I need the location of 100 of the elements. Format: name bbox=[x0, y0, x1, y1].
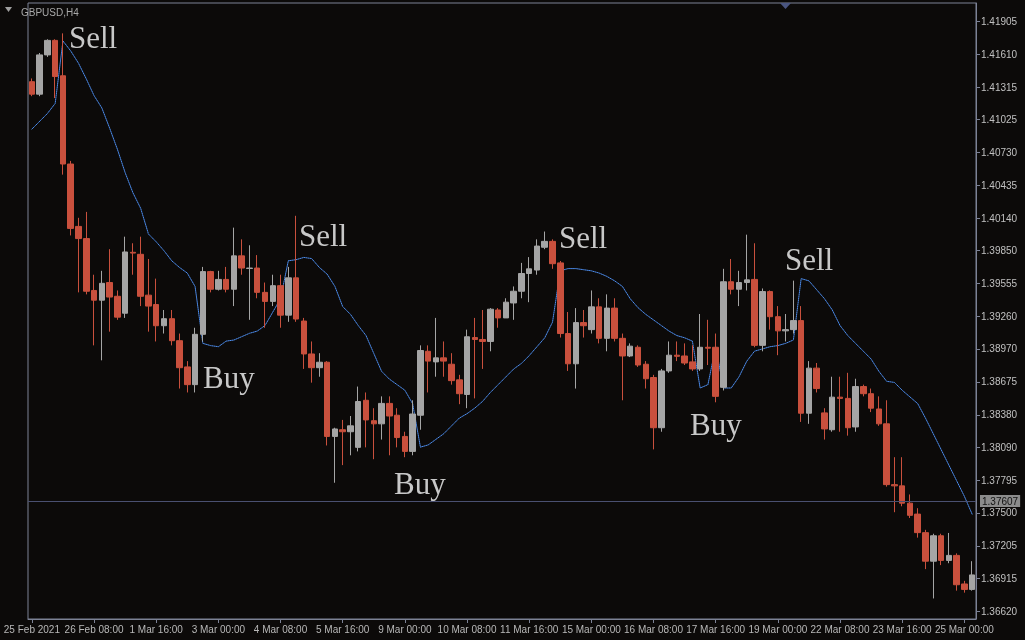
x-tick-label: 22 Mar 08:00 bbox=[810, 623, 870, 635]
candlestick bbox=[270, 274, 276, 307]
candlestick bbox=[751, 242, 758, 348]
annotation: Sell bbox=[559, 220, 608, 255]
chart-title: GBPUSD,H4 bbox=[21, 6, 80, 18]
candlestick bbox=[627, 342, 633, 358]
y-tick-label: 1.40730 bbox=[981, 147, 1018, 159]
candlestick bbox=[580, 309, 587, 339]
candlestick bbox=[29, 77, 35, 97]
y-tick-label: 1.37795 bbox=[981, 474, 1018, 486]
candlestick bbox=[52, 38, 58, 99]
y-tick-label: 1.36915 bbox=[981, 572, 1018, 584]
candlestick bbox=[246, 244, 253, 321]
y-tick-label: 1.40140 bbox=[981, 212, 1018, 224]
x-tick-label: 26 Feb 08:00 bbox=[64, 623, 124, 635]
candlestick bbox=[215, 270, 222, 291]
y-tick-label: 1.41905 bbox=[981, 15, 1018, 27]
x-tick-label: 23 Mar 16:00 bbox=[872, 623, 933, 635]
x-tick-label: 9 Mar 00:00 bbox=[378, 623, 432, 635]
annotation: Sell bbox=[299, 218, 348, 253]
y-tick-label: 1.41610 bbox=[981, 48, 1018, 60]
candlestick bbox=[821, 407, 828, 441]
candlestick bbox=[200, 266, 206, 342]
candlestick bbox=[604, 293, 610, 352]
candlestick bbox=[316, 352, 323, 378]
candlestick bbox=[99, 270, 105, 361]
candlestick bbox=[573, 307, 579, 390]
candlestick bbox=[829, 376, 835, 433]
candlestick bbox=[332, 427, 338, 484]
candlestick bbox=[775, 305, 781, 356]
candlestick bbox=[938, 533, 944, 566]
candlestick bbox=[495, 307, 501, 329]
candlestick bbox=[487, 307, 494, 352]
candlestick bbox=[744, 234, 750, 291]
x-tick-label: 1 Mar 16:00 bbox=[129, 623, 184, 635]
y-tick-label: 1.39850 bbox=[981, 245, 1018, 257]
candlestick bbox=[371, 407, 377, 460]
candlestick bbox=[852, 378, 859, 433]
candlestick bbox=[596, 297, 602, 344]
candlestick bbox=[207, 270, 214, 293]
x-tick-label: 17 Mar 16:00 bbox=[686, 623, 746, 635]
x-tick-label: 10 Mar 08:00 bbox=[437, 623, 497, 635]
candlestick bbox=[736, 270, 742, 307]
candlestick bbox=[635, 344, 641, 368]
candlestick bbox=[161, 309, 167, 335]
candlestick bbox=[845, 372, 851, 437]
candlestick bbox=[697, 313, 703, 372]
candlestick bbox=[130, 242, 136, 276]
x-tick-label: 19 Mar 00:00 bbox=[748, 623, 808, 635]
annotation: Sell bbox=[785, 242, 834, 277]
y-tick-label: 1.41315 bbox=[981, 81, 1018, 93]
candlestick bbox=[192, 327, 198, 393]
candlestick bbox=[720, 268, 727, 391]
y-tick-label: 1.39260 bbox=[981, 311, 1018, 323]
y-tick-label: 1.36620 bbox=[981, 605, 1018, 617]
y-tick-label: 1.37500 bbox=[981, 507, 1018, 519]
candlestick bbox=[277, 274, 284, 329]
x-tick-label: 11 Mar 16:00 bbox=[500, 623, 559, 635]
candlestick bbox=[363, 391, 369, 448]
x-tick-label: 25 Mar 00:00 bbox=[934, 623, 995, 635]
candlestick bbox=[378, 395, 385, 441]
candlestick bbox=[425, 344, 431, 393]
candlestick bbox=[767, 289, 773, 331]
y-tick-label: 1.38380 bbox=[981, 409, 1018, 421]
y-tick-label: 1.40435 bbox=[981, 179, 1018, 191]
candlestick bbox=[837, 376, 843, 433]
candlestick bbox=[254, 254, 260, 299]
candlestick bbox=[813, 362, 820, 393]
y-tick-label: 1.38090 bbox=[981, 441, 1018, 453]
ref-line-label: 1.37607 bbox=[982, 495, 1019, 507]
candlestick bbox=[122, 236, 128, 319]
candlestick bbox=[339, 419, 346, 466]
candlestick bbox=[402, 431, 408, 458]
annotation: Sell bbox=[69, 20, 118, 55]
y-tick-label: 1.39555 bbox=[981, 278, 1018, 290]
y-tick-label: 1.37205 bbox=[981, 540, 1018, 552]
candlestick bbox=[433, 317, 439, 378]
candlestick bbox=[324, 360, 330, 446]
candlestick bbox=[285, 266, 292, 323]
x-tick-label: 5 Mar 16:00 bbox=[316, 623, 370, 635]
candlestick bbox=[293, 215, 299, 323]
x-tick-label: 4 Mar 08:00 bbox=[253, 623, 308, 635]
candlestick bbox=[806, 360, 812, 425]
y-tick-label: 1.41025 bbox=[981, 114, 1018, 126]
candlestick bbox=[238, 238, 245, 276]
candlestick bbox=[262, 282, 268, 329]
annotation: Buy bbox=[203, 360, 256, 395]
candlestick bbox=[464, 329, 470, 409]
candlestick bbox=[231, 227, 237, 307]
annotation: Buy bbox=[394, 466, 447, 501]
x-tick-label: 15 Mar 00:00 bbox=[561, 623, 622, 635]
x-tick-label: 3 Mar 00:00 bbox=[191, 623, 246, 635]
candlestick bbox=[798, 305, 804, 423]
candlestick bbox=[946, 532, 952, 564]
x-tick-label: 16 Mar 08:00 bbox=[624, 623, 684, 635]
x-tick-label: 25 Feb 2021 bbox=[3, 623, 61, 635]
candlestick bbox=[759, 287, 766, 352]
y-tick-label: 1.38675 bbox=[981, 376, 1018, 388]
candlestick bbox=[223, 266, 229, 293]
y-tick-label: 1.38970 bbox=[981, 343, 1018, 355]
